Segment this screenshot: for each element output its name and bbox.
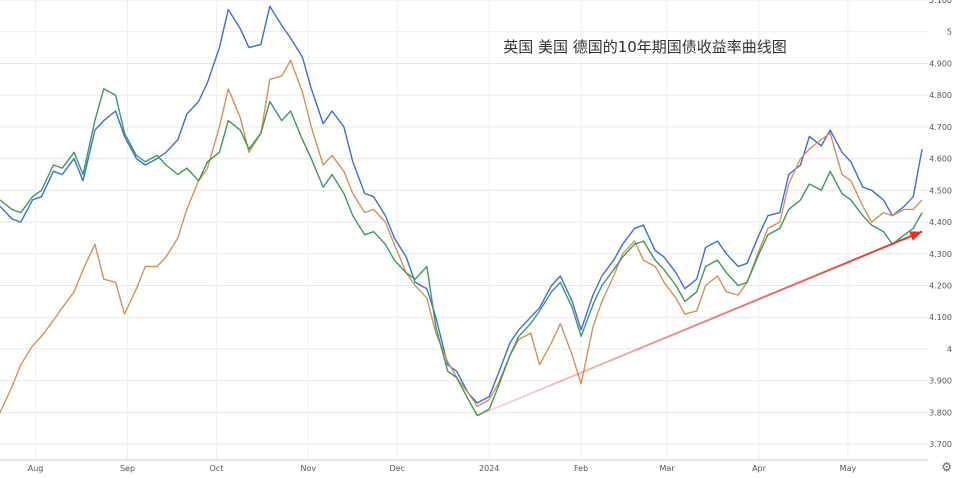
y-tick-label: 4.100 [929,313,952,322]
y-tick-label: 4.700 [929,123,952,132]
x-tick-label: Sep [120,464,135,473]
x-tick-label: Feb [574,464,588,473]
x-tick-label: May [840,464,857,473]
x-tick-label: Apr [752,464,767,473]
x-tick-label: Dec [390,464,405,473]
y-tick-label: 4.600 [929,155,952,164]
series-line-1 [0,5,923,404]
arrow-shaft [476,230,923,417]
series-lines [0,5,923,417]
y-axis: 3.700 3.800 3.900 4 4.100 4.200 4.300 4.400 4.50… [929,0,952,449]
y-tick-label: 3.900 [929,377,952,386]
y-tick-label: 5 [947,28,952,37]
x-tick-label: Oct [210,464,224,473]
y-tick-label: 4.200 [929,282,952,291]
series-line-2 [0,59,923,413]
x-tick-label: Nov [301,464,317,473]
y-tick-label: 5.100 [929,0,952,5]
y-tick-label: 4.500 [929,186,952,195]
x-tick-label: 2024 [479,464,499,473]
y-tick-label: 3.700 [929,440,952,449]
y-tick-label: 4 [947,345,952,354]
y-tick-label: 4.900 [929,59,952,68]
gear-icon[interactable]: ⚙ [941,460,952,474]
y-tick-label: 4.800 [929,91,952,100]
y-tick-label: 3.800 [929,408,952,417]
y-tick-label: 4.300 [929,250,952,259]
y-tick-label: 4.400 [929,218,952,227]
grid-lines [0,0,928,460]
x-tick-label: Aug [28,464,44,473]
x-tick-label: Mar [660,464,676,473]
series-line-3 [0,88,923,417]
chart-title: 英国 美国 德国的10年期国债收益率曲线图 [503,38,787,56]
x-axis: Aug Sep Oct Nov Dec 2024 Feb Mar Apr May [0,459,928,473]
arrow-head [909,231,923,241]
trend-arrow [476,230,923,417]
